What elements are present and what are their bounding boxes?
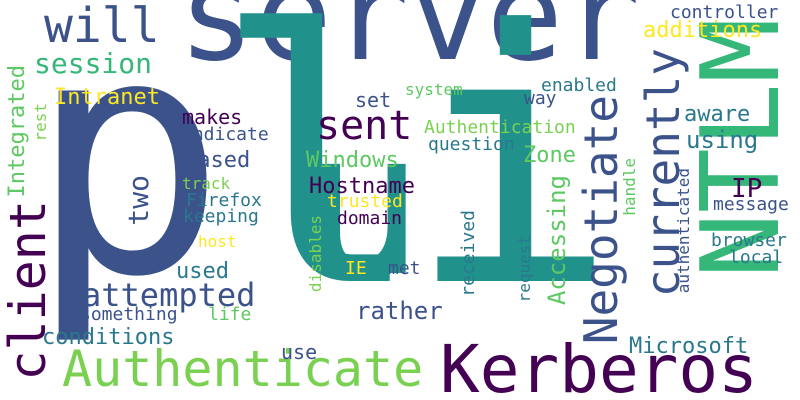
word-system: system	[405, 80, 463, 99]
word-used: used	[176, 259, 229, 284]
word-disables: disables	[306, 215, 325, 293]
word-u: u	[303, 88, 424, 321]
word-firefox: Firefox	[186, 190, 262, 211]
word-hostname: Hostname	[309, 174, 415, 199]
word-based: based	[184, 148, 251, 173]
word-authenticated: authenticated	[674, 168, 693, 294]
word-authenticate: Authenticate	[62, 340, 424, 398]
word-l: l	[213, 0, 424, 364]
word-makes: makes	[182, 105, 243, 129]
word-enabled: enabled	[541, 75, 617, 96]
word-local: local	[729, 247, 784, 268]
word-way: way	[524, 88, 557, 109]
word-additions: additions	[643, 18, 763, 43]
word-received: received	[458, 210, 479, 297]
word-message: message	[713, 194, 789, 215]
word-keeping: keeping	[183, 206, 259, 227]
word-life: life	[208, 304, 252, 325]
word-using: using	[686, 126, 759, 154]
word-use: use	[281, 340, 318, 364]
word-ie: IE	[345, 258, 367, 279]
word-host: host	[198, 232, 237, 251]
word-negotiate: Negotiate	[574, 95, 628, 345]
word-integrated: Integrated	[5, 65, 30, 198]
word-microsoft: Microsoft	[629, 334, 749, 359]
word-will: will	[44, 0, 160, 54]
word-track: track	[182, 174, 231, 193]
word-rather: rather	[356, 297, 443, 325]
word-accessing: Accessing	[543, 175, 571, 306]
word-met: met	[388, 258, 421, 279]
word-server: server	[178, 0, 641, 90]
word-intranet: Intranet	[54, 85, 160, 110]
word-domain: domain	[337, 208, 403, 229]
word-two: two	[122, 175, 155, 226]
word-aware: aware	[684, 102, 751, 127]
word-indicate: indicate	[182, 124, 269, 145]
word-request: request	[515, 235, 534, 303]
word-sent: sent	[316, 103, 413, 149]
word-windows: Windows	[306, 148, 399, 173]
word-zone: Zone	[523, 143, 576, 168]
word-authentication: Authentication	[424, 117, 576, 138]
word-i: i	[407, 0, 618, 364]
word-something: something	[80, 304, 178, 325]
word-browser: browser	[711, 230, 787, 251]
word-set: set	[355, 88, 392, 112]
word-handle: handle	[620, 158, 639, 216]
word-attempted: attempted	[82, 276, 256, 314]
word-rest: rest	[31, 103, 50, 142]
word-ip: IP	[731, 174, 763, 204]
word-client: client	[0, 200, 57, 381]
word-p: p	[28, 0, 227, 349]
word-kerberos: Kerberos	[440, 331, 758, 400]
word-conditions: conditions	[42, 325, 175, 350]
word-question: question	[428, 134, 515, 155]
word-trusted: trusted	[327, 191, 403, 212]
word-controller: controller	[670, 2, 779, 23]
word-session: session	[34, 47, 153, 80]
